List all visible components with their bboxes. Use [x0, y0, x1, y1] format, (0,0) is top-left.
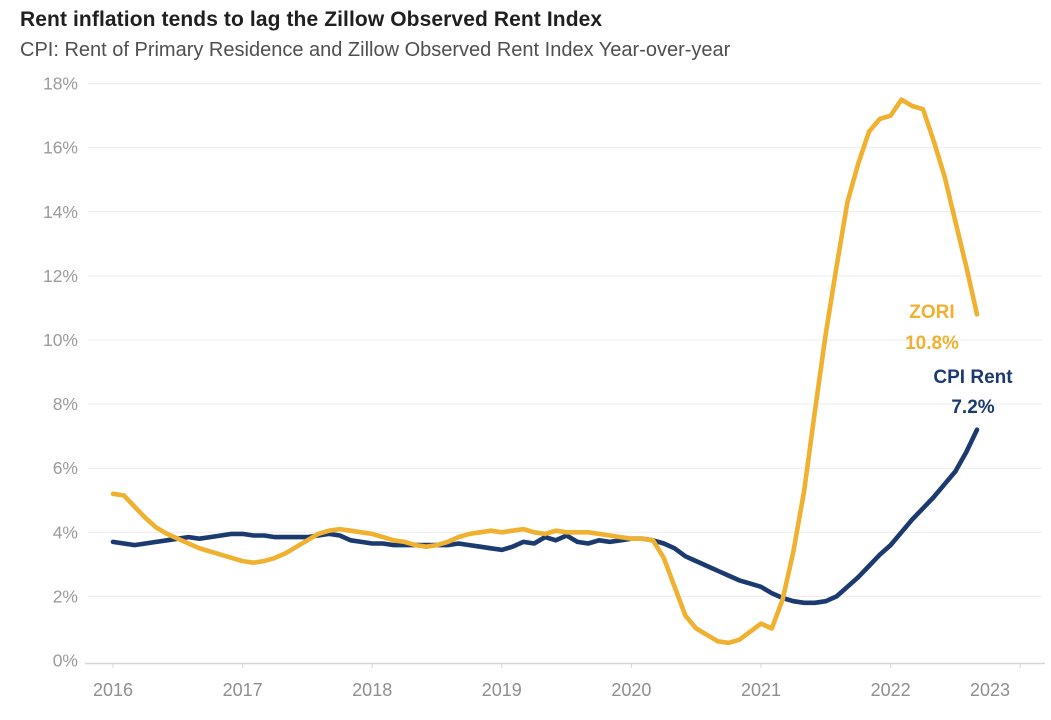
y-axis-label: 12% [43, 266, 78, 286]
chart-header: Rent inflation tends to lag the Zillow O… [20, 8, 1031, 62]
x-axis-label: 2017 [223, 680, 263, 700]
y-axis-label: 18% [43, 74, 78, 94]
y-axis-label: 14% [43, 202, 78, 222]
y-axis-label: 8% [53, 394, 78, 414]
x-axis-label: 2022 [871, 680, 911, 700]
x-axis-label: 2020 [611, 680, 651, 700]
y-axis-label: 10% [43, 330, 78, 350]
zori-series-label: ZORI [909, 302, 954, 323]
cpi-rent-line [110, 427, 980, 606]
chart-subtitle: CPI: Rent of Primary Residence and Zillo… [20, 39, 731, 61]
y-axis-label: 2% [53, 586, 78, 606]
zori-value-label: 10.8% [905, 333, 959, 354]
zori-line [110, 97, 980, 646]
y-axis-label: 4% [53, 522, 78, 542]
x-axis-label: 2021 [741, 680, 781, 700]
x-axis-label: 2018 [352, 680, 392, 700]
y-axis-label: 6% [53, 458, 78, 478]
x-axis-label: 2016 [93, 680, 133, 700]
x-axis-label: 2023 [970, 680, 1010, 700]
x-axis-label: 2019 [482, 680, 522, 700]
cpi-rent-series-label: CPI Rent [933, 367, 1013, 388]
chart-title: Rent inflation tends to lag the Zillow O… [20, 8, 603, 31]
y-axis-label: 16% [43, 138, 78, 158]
y-axis-label: 0% [53, 651, 78, 671]
cpi-rent-value-label: 7.2% [951, 397, 994, 418]
